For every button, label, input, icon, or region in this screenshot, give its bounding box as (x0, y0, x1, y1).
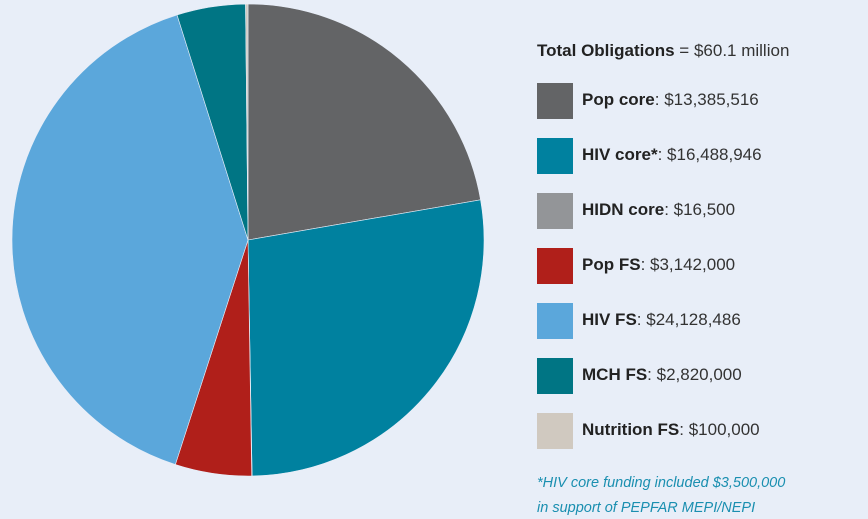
legend-name: HIV core* (582, 145, 658, 164)
legend-value: $16,500 (674, 200, 735, 219)
legend-swatch (537, 83, 573, 119)
pie-slice (245, 3, 249, 241)
legend-value: $100,000 (689, 420, 760, 439)
legend-name: Nutrition FS (582, 420, 679, 439)
legend-entry: Nutrition FS: $100,000 (582, 420, 760, 439)
legend-name: HIV FS (582, 310, 637, 329)
legend-value: $2,820,000 (657, 365, 742, 384)
annotation: in support of PEPFAR MEPI/NEPI (537, 500, 755, 516)
legend-value: $3,142,000 (650, 255, 735, 274)
pie-slice (247, 199, 485, 477)
separator: : (658, 145, 667, 164)
legend-name: Pop FS (582, 255, 641, 274)
legend-entry: HIV FS: $24,128,486 (582, 310, 741, 329)
legend-name: HIDN core (582, 200, 664, 219)
legend-swatch (537, 303, 573, 339)
annotation: *HIV core funding included $3,500,000 (537, 475, 785, 491)
legend-entry: Pop core: $13,385,516 (582, 90, 759, 109)
legend-swatch (537, 358, 573, 394)
legend-swatch (537, 193, 573, 229)
legend-swatch (537, 248, 573, 284)
legend-entry: HIDN core: $16,500 (582, 200, 735, 219)
legend-swatch (537, 413, 573, 449)
legend-value: $16,488,946 (667, 145, 762, 164)
legend-title: Total Obligations = $60.1 million (537, 41, 789, 60)
legend-entry: HIV core*: $16,488,946 (582, 145, 762, 164)
pie-slice (247, 3, 481, 241)
pie (11, 3, 485, 477)
legend-swatch (537, 138, 573, 174)
pie-slice (11, 14, 249, 465)
legend-entry: MCH FS: $2,820,000 (582, 365, 742, 384)
title: Total Obligations (537, 41, 675, 60)
legend-name: Pop core (582, 90, 655, 109)
separator: : (679, 420, 688, 439)
legend-name: MCH FS (582, 365, 647, 384)
separator: : (641, 255, 650, 274)
legend-value: $24,128,486 (646, 310, 741, 329)
legend-value: $13,385,516 (664, 90, 759, 109)
separator: : (664, 200, 673, 219)
separator: = (675, 41, 694, 60)
legend-entry: Pop FS: $3,142,000 (582, 255, 735, 274)
separator: : (647, 365, 656, 384)
subtitle: $60.1 million (694, 41, 789, 60)
legend: Pop core: $13,385,516 HIV core*: $16,488,… (537, 83, 762, 449)
separator: : (655, 90, 664, 109)
separator: : (637, 310, 646, 329)
